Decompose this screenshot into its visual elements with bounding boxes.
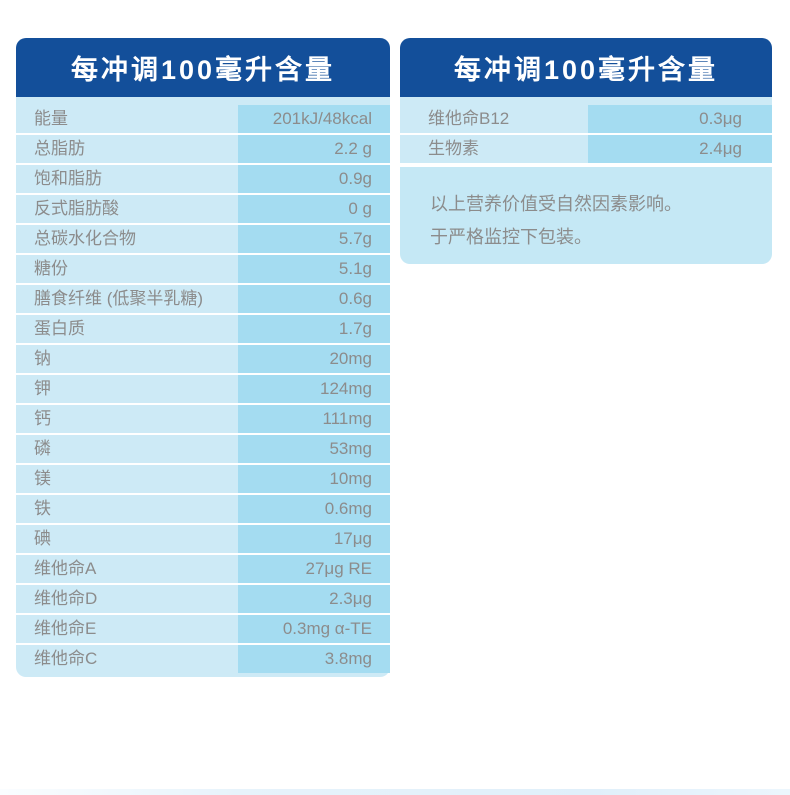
table-row: 钙 111mg: [16, 405, 390, 435]
table-body-left: 能量 201kJ/48kcal 总脂肪 2.2 g 饱和脂肪 0.9g 反式脂肪…: [16, 97, 390, 677]
nutrient-label: 维他命B12: [428, 109, 510, 128]
nutrient-value: 0.3mg α-TE: [238, 615, 390, 643]
table-body-right: 维他命B12 0.3μg 生物素 2.4μg: [400, 97, 772, 163]
nutrient-value: 27μg RE: [238, 555, 390, 583]
table-row: 维他命E 0.3mg α-TE: [16, 615, 390, 645]
table-row: 碘 17μg: [16, 525, 390, 555]
nutrient-label: 维他命E: [34, 619, 97, 638]
nutrient-value: 0.6g: [238, 285, 390, 313]
nutrient-label: 碘: [34, 529, 51, 548]
bottom-accent-strip: [0, 789, 790, 795]
nutrition-table-left: 每冲调100毫升含量 能量 201kJ/48kcal 总脂肪 2.2 g 饱和脂…: [16, 38, 390, 677]
nutrient-value: 3.8mg: [238, 645, 390, 673]
table-row: 维他命A 27μg RE: [16, 555, 390, 585]
table-title-right: 每冲调100毫升含量: [400, 38, 772, 97]
table-row: 糖份 5.1g: [16, 255, 390, 285]
nutrient-label: 铁: [34, 499, 51, 518]
nutrient-label: 饱和脂肪: [34, 169, 102, 188]
nutrient-label: 维他命D: [34, 589, 98, 608]
table-row: 钠 20mg: [16, 345, 390, 375]
nutrient-label: 能量: [34, 109, 68, 128]
nutrient-label: 钾: [34, 379, 51, 398]
table-row: 维他命B12 0.3μg: [400, 105, 772, 135]
note-block: 以上营养价值受自然因素影响。 于严格监控下包装。: [400, 167, 772, 264]
nutrient-label: 总碳水化合物: [34, 229, 136, 248]
nutrient-label: 生物素: [428, 139, 479, 158]
nutrient-label: 蛋白质: [34, 319, 85, 338]
nutrient-label: 镁: [34, 469, 51, 488]
table-row: 能量 201kJ/48kcal: [16, 105, 390, 135]
nutrient-label: 钙: [34, 409, 51, 428]
note-line: 以上营养价值受自然因素影响。: [430, 194, 682, 214]
nutrient-value: 20mg: [238, 345, 390, 373]
nutrient-value: 2.3μg: [238, 585, 390, 613]
nutrient-value: 0 g: [238, 195, 390, 223]
nutrient-label: 糖份: [34, 259, 68, 278]
nutrient-label: 钠: [34, 349, 51, 368]
nutrient-label: 反式脂肪酸: [34, 199, 119, 218]
table-row: 钾 124mg: [16, 375, 390, 405]
table-row: 铁 0.6mg: [16, 495, 390, 525]
table-row: 反式脂肪酸 0 g: [16, 195, 390, 225]
table-title-left: 每冲调100毫升含量: [16, 38, 390, 97]
table-row: 膳食纤维 (低聚半乳糖) 0.6g: [16, 285, 390, 315]
nutrient-label: 总脂肪: [34, 139, 85, 158]
nutrient-label: 维他命C: [34, 649, 98, 668]
nutrient-value: 2.4μg: [588, 135, 772, 163]
nutrient-value: 201kJ/48kcal: [238, 105, 390, 133]
nutrient-label: 磷: [34, 439, 51, 458]
nutrient-value: 0.3μg: [588, 105, 772, 133]
nutrient-value: 5.7g: [238, 225, 390, 253]
table-row: 镁 10mg: [16, 465, 390, 495]
table-row: 生物素 2.4μg: [400, 135, 772, 163]
nutrient-value: 5.1g: [238, 255, 390, 283]
nutrient-value: 2.2 g: [238, 135, 390, 163]
nutrient-value: 1.7g: [238, 315, 390, 343]
table-row: 总碳水化合物 5.7g: [16, 225, 390, 255]
nutrient-value: 53mg: [238, 435, 390, 463]
note-line: 于严格监控下包装。: [430, 227, 592, 247]
nutrient-value: 124mg: [238, 375, 390, 403]
nutrient-value: 17μg: [238, 525, 390, 553]
nutrient-value: 111mg: [238, 405, 390, 433]
nutrient-value: 0.6mg: [238, 495, 390, 523]
table-row: 饱和脂肪 0.9g: [16, 165, 390, 195]
nutrition-table-right: 每冲调100毫升含量 维他命B12 0.3μg 生物素 2.4μg 以上营养价值…: [400, 38, 772, 264]
nutrient-value: 10mg: [238, 465, 390, 493]
table-row: 磷 53mg: [16, 435, 390, 465]
nutrient-label: 膳食纤维 (低聚半乳糖): [34, 289, 204, 308]
nutrient-label: 维他命A: [34, 559, 97, 578]
table-row: 蛋白质 1.7g: [16, 315, 390, 345]
nutrient-value: 0.9g: [238, 165, 390, 193]
table-row: 维他命D 2.3μg: [16, 585, 390, 615]
table-row: 维他命C 3.8mg: [16, 645, 390, 673]
tables-container: 每冲调100毫升含量 能量 201kJ/48kcal 总脂肪 2.2 g 饱和脂…: [16, 38, 772, 677]
table-row: 总脂肪 2.2 g: [16, 135, 390, 165]
